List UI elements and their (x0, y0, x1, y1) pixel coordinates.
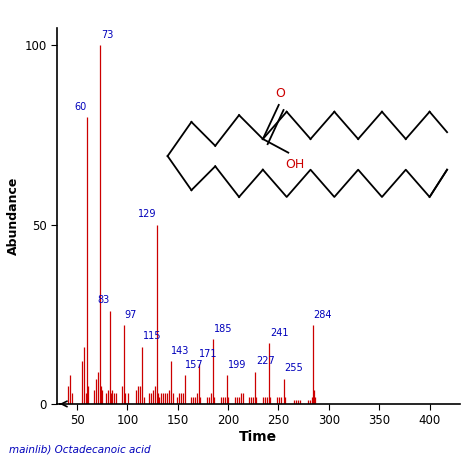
Text: mainlib) Octadecanoic acid: mainlib) Octadecanoic acid (9, 444, 151, 454)
Text: 255: 255 (284, 364, 303, 374)
Text: 171: 171 (200, 349, 218, 359)
Text: 73: 73 (100, 30, 113, 40)
Y-axis label: Abundance: Abundance (7, 177, 20, 255)
Text: 185: 185 (213, 324, 232, 334)
Text: 157: 157 (185, 360, 204, 370)
Text: O: O (275, 87, 285, 100)
Text: OH: OH (285, 158, 304, 171)
Text: 115: 115 (143, 331, 162, 341)
Text: 129: 129 (137, 209, 156, 219)
Text: 83: 83 (98, 295, 110, 305)
Text: 60: 60 (74, 102, 87, 112)
Text: 227: 227 (256, 356, 274, 366)
Text: 284: 284 (313, 310, 332, 319)
Text: 241: 241 (270, 328, 288, 338)
X-axis label: Time: Time (239, 430, 277, 444)
Text: 199: 199 (228, 360, 246, 370)
Text: 97: 97 (125, 310, 137, 319)
Text: 143: 143 (171, 346, 190, 356)
